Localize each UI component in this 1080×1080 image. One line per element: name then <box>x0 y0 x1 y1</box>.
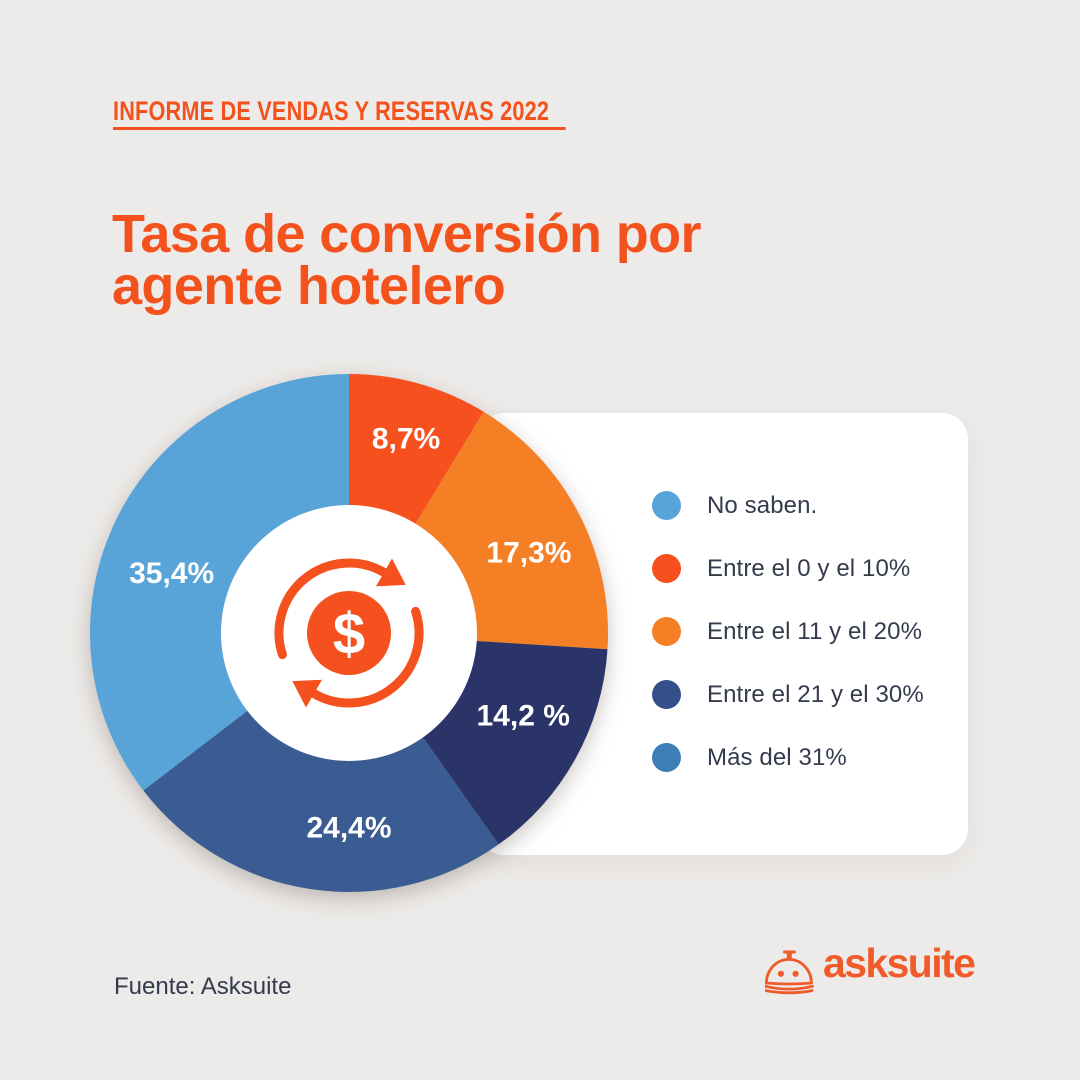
page-title: Tasa de conversión por agente hotelero <box>112 207 702 313</box>
source-note: Fuente: Asksuite <box>114 973 292 1000</box>
title-line-1: Tasa de conversión por <box>112 204 702 264</box>
asksuite-bell-icon <box>764 950 814 995</box>
slice-value-label: 35,4% <box>129 557 214 590</box>
legend-item: No saben. <box>652 474 924 537</box>
bell-knob-bar <box>783 950 796 954</box>
bell-dome-bottom <box>765 981 813 986</box>
legend-label: No saben. <box>707 491 818 519</box>
bell-plate-top <box>764 984 814 991</box>
legend-item: Entre el 11 y el 20% <box>652 600 924 663</box>
legend-label: Entre el 21 y el 30% <box>707 680 924 708</box>
legend-item: Entre el 0 y el 10% <box>652 537 924 600</box>
legend-dot <box>652 617 681 646</box>
bell-dome <box>765 958 813 985</box>
legend-label: Entre el 11 y el 20% <box>707 617 923 645</box>
title-line-2: agente hotelero <box>112 256 506 316</box>
bell-eye-right <box>792 970 799 977</box>
bell-eye-left <box>777 970 784 977</box>
report-kicker: INFORME DE VENDAS Y RESERVAS 2022 <box>113 98 566 130</box>
money-cycle-icon: $ <box>274 558 424 708</box>
slice-value-label: 8,7% <box>372 423 440 456</box>
slice-value-label: 24,4% <box>306 812 391 845</box>
legend-dot <box>652 680 681 709</box>
legend-label: Entre el 0 y el 10% <box>707 554 911 582</box>
bell-knob-stem <box>786 953 792 959</box>
asksuite-logo: asksuite <box>764 941 976 1001</box>
bell-plate-bottom <box>764 989 814 995</box>
legend-list: No saben. Entre el 0 y el 10% Entre el 11 … <box>652 474 924 789</box>
legend-item: Entre el 21 y el 30% <box>652 663 924 726</box>
legend-dot <box>652 491 681 520</box>
legend-label: Más del 31% <box>707 743 847 771</box>
asksuite-wordmark: asksuite <box>823 940 976 986</box>
legend-dot <box>652 743 681 772</box>
legend-card: No saben. Entre el 0 y el 10% Entre el 11 … <box>478 413 968 855</box>
dollar-sign: $ <box>333 602 365 667</box>
legend-dot <box>652 554 681 583</box>
legend-item: Más del 31% <box>652 726 924 789</box>
